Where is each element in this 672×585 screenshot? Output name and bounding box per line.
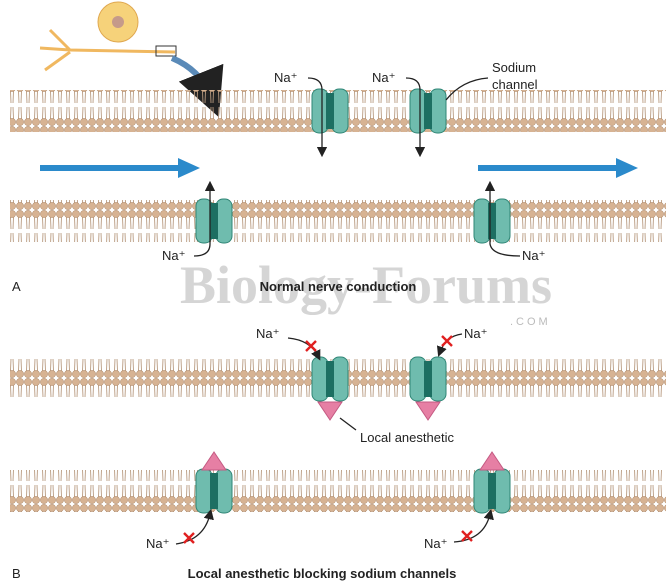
channel-label: Sodium bbox=[492, 60, 536, 75]
neuron-icon bbox=[39, 1, 224, 118]
na-label: Na⁺ bbox=[372, 70, 395, 85]
na-label: Na⁺ bbox=[162, 248, 185, 263]
anesthetic-label: Local anesthetic bbox=[360, 430, 454, 445]
watermark-domain: .COM bbox=[510, 316, 551, 328]
na-label: Na⁺ bbox=[464, 326, 487, 341]
na-label: Na⁺ bbox=[424, 536, 447, 551]
panel-label: A bbox=[12, 279, 21, 294]
na-label: Na⁺ bbox=[274, 70, 297, 85]
watermark: Biology-Forums bbox=[180, 255, 552, 315]
na-label: Na⁺ bbox=[146, 536, 169, 551]
caption: Normal nerve conduction bbox=[260, 279, 417, 294]
caption: Local anesthetic blocking sodium channel… bbox=[188, 566, 457, 581]
na-label: Na⁺ bbox=[522, 248, 545, 263]
anesthetic-molecules bbox=[201, 401, 505, 471]
conduction-arrows bbox=[40, 158, 638, 178]
ion-arrows bbox=[175, 77, 521, 545]
na-label: Na⁺ bbox=[256, 326, 279, 341]
channel-label: channel bbox=[492, 77, 538, 92]
panel-label: B bbox=[12, 566, 21, 581]
